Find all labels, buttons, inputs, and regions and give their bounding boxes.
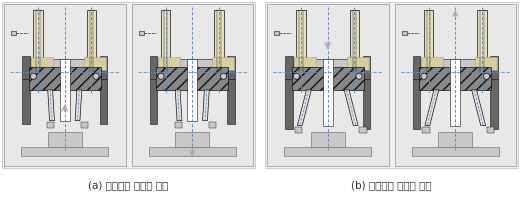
Bar bbox=[422, 127, 430, 133]
Polygon shape bbox=[425, 90, 439, 125]
Bar bbox=[33, 10, 43, 72]
Polygon shape bbox=[472, 90, 486, 125]
Bar bbox=[60, 59, 70, 121]
Text: (b) 처분용기 스트링 해제: (b) 처분용기 스트링 해제 bbox=[351, 180, 432, 190]
Bar bbox=[420, 59, 490, 69]
Bar bbox=[214, 10, 224, 72]
Bar bbox=[438, 132, 472, 147]
Bar bbox=[47, 122, 55, 128]
Bar bbox=[293, 59, 363, 69]
Bar bbox=[100, 56, 107, 79]
Bar bbox=[22, 79, 30, 124]
Bar bbox=[132, 4, 253, 166]
Bar bbox=[411, 147, 499, 156]
Bar bbox=[31, 57, 53, 70]
Bar bbox=[413, 56, 420, 79]
Bar bbox=[4, 4, 125, 166]
Bar bbox=[149, 147, 236, 156]
Bar bbox=[284, 147, 371, 156]
Bar bbox=[267, 4, 388, 166]
Bar bbox=[359, 127, 367, 133]
Text: (a) 처분용기 스트링 체결: (a) 처분용기 스트링 체결 bbox=[88, 180, 168, 190]
Polygon shape bbox=[203, 90, 209, 121]
Bar bbox=[424, 10, 433, 72]
Bar bbox=[84, 57, 106, 70]
Bar bbox=[156, 67, 228, 90]
Bar bbox=[323, 59, 333, 125]
Bar bbox=[487, 127, 494, 133]
Bar bbox=[22, 56, 30, 79]
Bar bbox=[363, 79, 370, 129]
Circle shape bbox=[220, 73, 227, 79]
Circle shape bbox=[93, 73, 99, 79]
Bar bbox=[150, 56, 157, 79]
Polygon shape bbox=[48, 90, 55, 121]
Bar bbox=[294, 57, 316, 70]
Bar bbox=[292, 67, 364, 90]
Circle shape bbox=[293, 73, 300, 79]
Polygon shape bbox=[175, 90, 182, 121]
Bar bbox=[347, 57, 369, 70]
Circle shape bbox=[31, 73, 36, 79]
Bar bbox=[81, 122, 88, 128]
Bar bbox=[48, 132, 82, 147]
Bar bbox=[274, 31, 279, 35]
Circle shape bbox=[421, 73, 427, 79]
Bar bbox=[100, 79, 107, 124]
Polygon shape bbox=[344, 90, 358, 125]
Bar bbox=[285, 56, 293, 79]
Bar bbox=[349, 10, 359, 72]
Bar bbox=[209, 122, 216, 128]
Bar bbox=[158, 57, 180, 70]
Bar bbox=[395, 4, 516, 166]
Bar bbox=[421, 57, 443, 70]
Polygon shape bbox=[297, 90, 311, 125]
Bar bbox=[21, 147, 109, 156]
Bar bbox=[296, 10, 306, 72]
Bar bbox=[187, 59, 197, 121]
Bar bbox=[475, 57, 497, 70]
Bar bbox=[175, 122, 182, 128]
Circle shape bbox=[356, 73, 362, 79]
Bar bbox=[11, 31, 16, 35]
Bar bbox=[227, 79, 235, 124]
Bar bbox=[30, 59, 100, 69]
Bar bbox=[212, 57, 233, 70]
Bar bbox=[285, 79, 293, 129]
Bar bbox=[402, 31, 407, 35]
Bar bbox=[175, 132, 209, 147]
Bar bbox=[161, 10, 171, 72]
Bar bbox=[139, 31, 144, 35]
Bar bbox=[477, 10, 487, 72]
Bar bbox=[363, 56, 370, 79]
Bar bbox=[29, 67, 101, 90]
Bar bbox=[87, 10, 96, 72]
Bar bbox=[2, 2, 255, 168]
Bar bbox=[450, 59, 460, 125]
Circle shape bbox=[484, 73, 489, 79]
Bar bbox=[295, 127, 302, 133]
Bar bbox=[265, 2, 518, 168]
Bar bbox=[150, 79, 157, 124]
Bar bbox=[490, 79, 498, 129]
Polygon shape bbox=[75, 90, 82, 121]
Bar bbox=[490, 56, 498, 79]
Bar bbox=[413, 79, 420, 129]
Bar bbox=[419, 67, 491, 90]
Bar bbox=[157, 59, 227, 69]
Bar bbox=[311, 132, 345, 147]
Bar bbox=[227, 56, 235, 79]
Circle shape bbox=[158, 73, 164, 79]
